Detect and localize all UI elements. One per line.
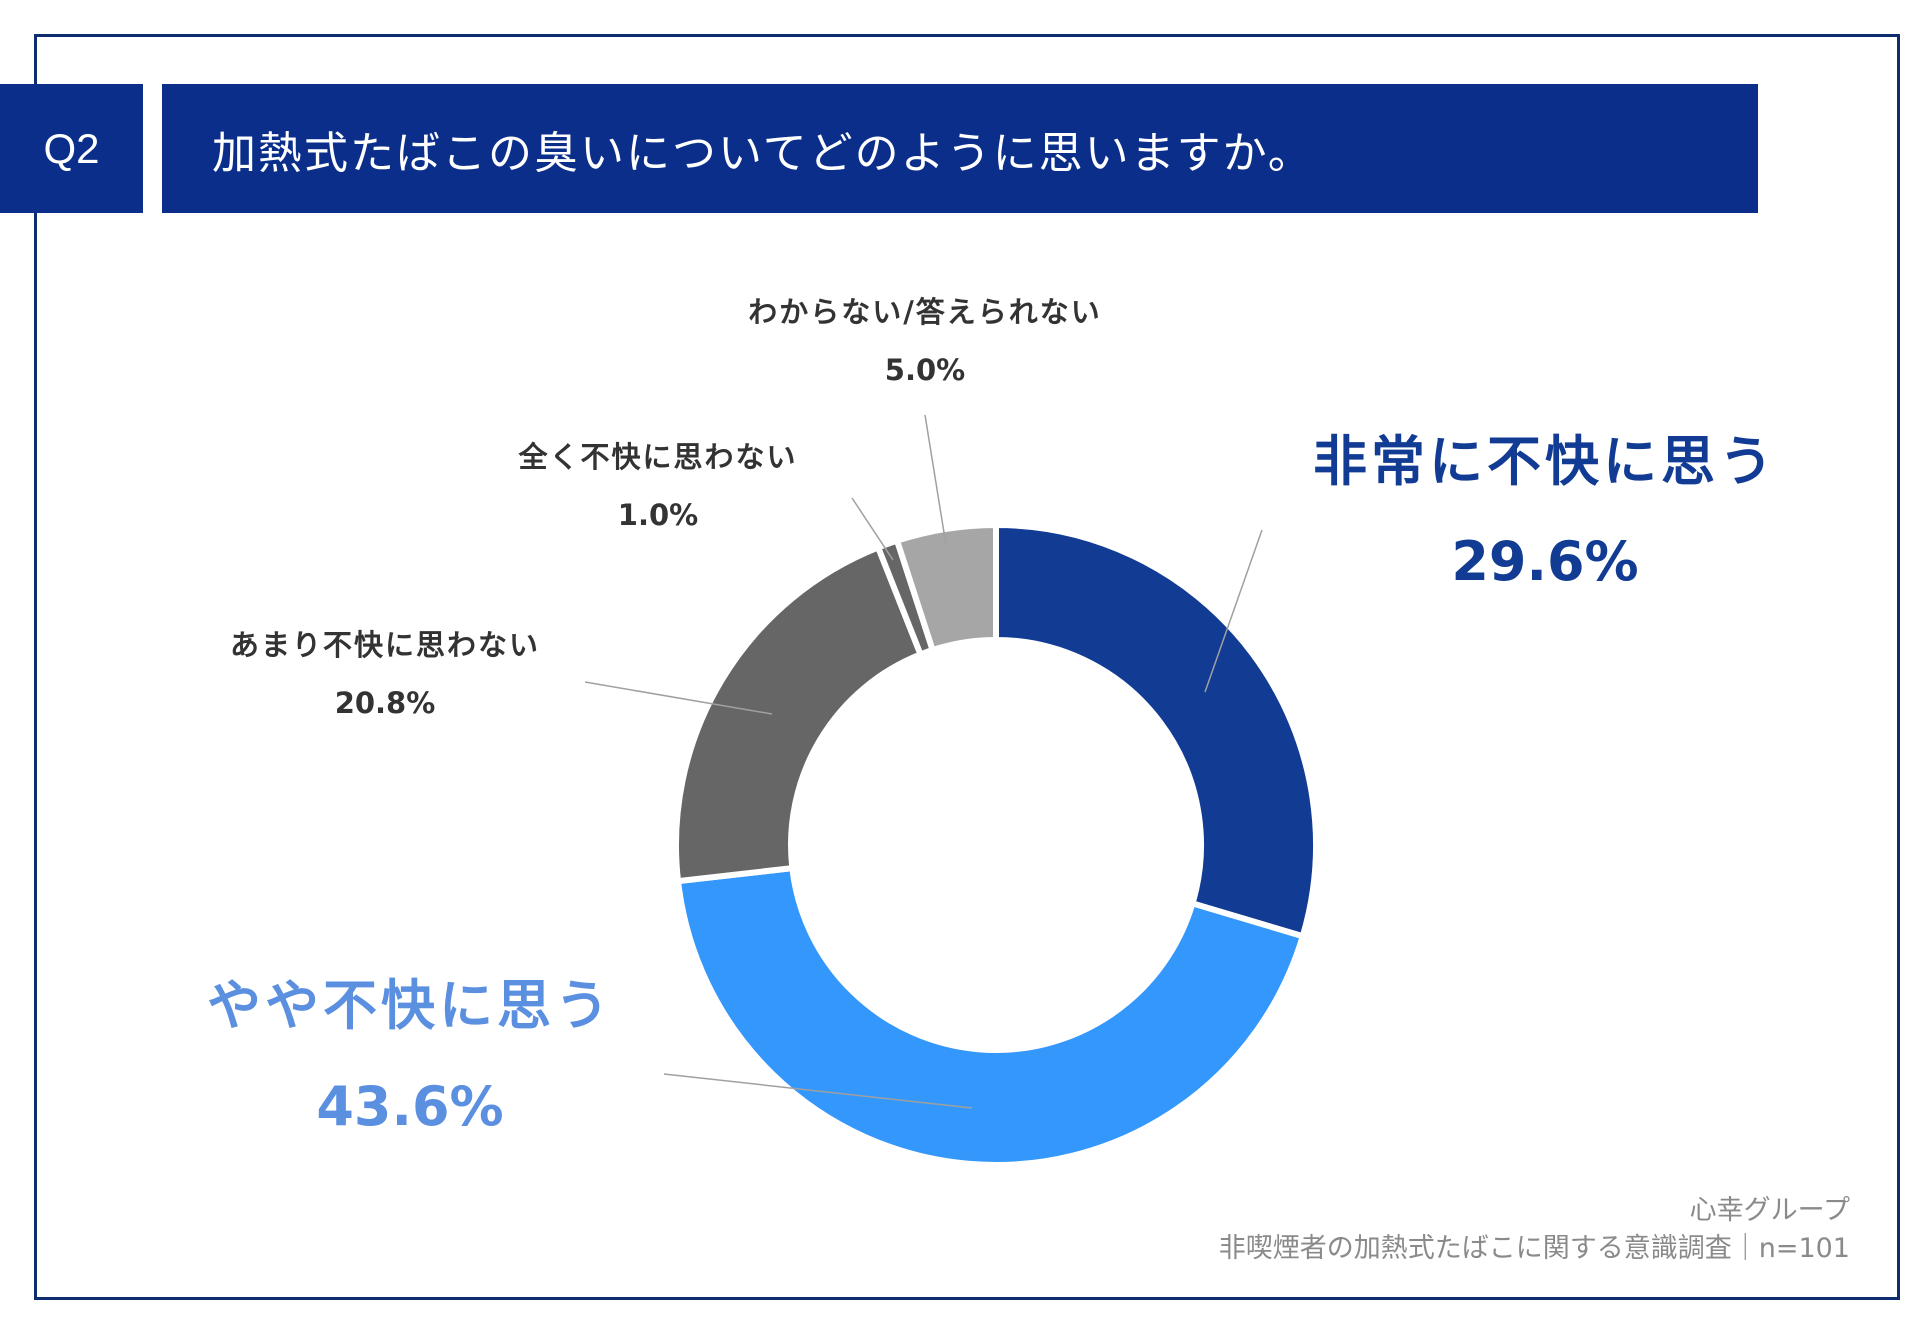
question-title-bar: 加熱式たばこの臭いについてどのように思いますか。 <box>162 84 1758 213</box>
slice-value-label: 29.6% <box>1451 530 1638 593</box>
question-number-badge: Q2 <box>0 84 143 213</box>
slide-frame <box>34 34 1900 1300</box>
slice-value-label: 5.0% <box>885 353 965 387</box>
slice-value-label: 20.8% <box>335 686 436 720</box>
donut-slice <box>673 543 925 885</box>
slice-label: やや不快に思う <box>207 974 613 1037</box>
slice-label: わからない/答えられない <box>748 295 1102 329</box>
slice-label: 非常に不快に思う <box>1313 430 1777 493</box>
donut-slice <box>993 521 1319 940</box>
question-number: Q2 <box>43 124 100 172</box>
slice-label: 全く不快に思わない <box>517 440 797 474</box>
slice-label: あまり不快に思わない <box>230 628 540 662</box>
footer-survey: 非喫煙者の加熱式たばこに関する意識調査｜n=101 <box>1218 1233 1850 1264</box>
leader-line <box>663 1073 973 1109</box>
footer-source: 心幸グループ <box>1689 1195 1850 1226</box>
leader-line <box>1204 529 1263 693</box>
slice-value-label: 43.6% <box>316 1075 503 1138</box>
donut-slice <box>674 864 1307 1168</box>
leader-line <box>924 414 947 546</box>
footer: 心幸グループ 非喫煙者の加熱式たばこに関する意識調査｜n=101 <box>1219 1192 1850 1268</box>
question-title: 加熱式たばこの臭いについてどのように思いますか。 <box>212 127 1314 179</box>
leader-line <box>584 681 773 715</box>
donut-slice <box>893 521 999 654</box>
leader-line <box>851 497 894 561</box>
slice-value-label: 1.0% <box>618 498 698 532</box>
